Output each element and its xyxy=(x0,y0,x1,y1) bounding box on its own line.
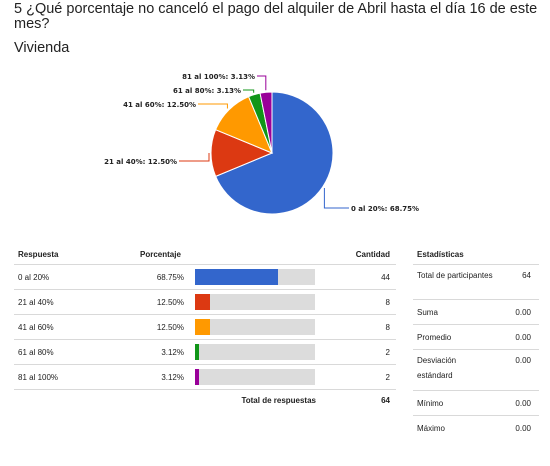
slice-leader-line xyxy=(198,103,228,109)
row-respuesta: 61 al 80% xyxy=(18,348,54,357)
stat-value: 0.00 xyxy=(515,333,531,342)
row-cantidad: 2 xyxy=(385,373,390,382)
stat-label: Total de participantes xyxy=(417,271,493,280)
table-row: 0 al 20% 68.75% 44 xyxy=(14,264,396,289)
row-porcentaje: 12.50% xyxy=(156,323,184,332)
pie-chart: 0 al 20%: 68.75% 21 al 40%: 12.50% 41 al 6… xyxy=(104,73,419,215)
row-porcentaje: 12.50% xyxy=(156,298,184,307)
stat-label: Suma xyxy=(417,308,438,317)
stat-row: Desviación estándard 0.00 xyxy=(413,349,539,390)
percentage-bar-track xyxy=(195,269,315,285)
row-porcentaje: 3.12% xyxy=(161,348,184,357)
stat-value: 0.00 xyxy=(515,308,531,317)
table-row: 61 al 80% 3.12% 2 xyxy=(14,339,396,364)
stat-row: Promedio 0.00 xyxy=(413,324,539,349)
pie-slice xyxy=(214,91,334,215)
slice-label: 81 al 100%: 3.13% xyxy=(182,73,255,81)
row-cantidad: 8 xyxy=(385,298,390,307)
slice-leader-line xyxy=(243,89,255,93)
row-porcentaje: 3.12% xyxy=(161,373,184,382)
total-label: Total de respuestas xyxy=(241,396,316,405)
response-table-header: Respuesta Porcentaje Cantidad xyxy=(14,246,396,264)
stat-value: 0.00 xyxy=(515,424,531,433)
percentage-bar-fill xyxy=(195,319,210,335)
stat-value: 64 xyxy=(522,271,531,280)
row-cantidad: 2 xyxy=(385,348,390,357)
percentage-bar-fill xyxy=(195,369,199,385)
table-row: 41 al 60% 12.50% 8 xyxy=(14,314,396,339)
slice-label: 41 al 60%: 12.50% xyxy=(123,101,196,109)
slice-leader-line xyxy=(323,187,349,209)
header-respuesta: Respuesta xyxy=(18,250,59,259)
stat-row: Suma 0.00 xyxy=(413,299,539,324)
row-respuesta: 41 al 60% xyxy=(18,323,54,332)
stat-row: Mínimo 0.00 xyxy=(413,390,539,415)
total-value: 64 xyxy=(381,396,390,405)
stat-label: Promedio xyxy=(417,333,452,342)
slice-leader-line xyxy=(257,75,267,91)
percentage-bar-fill xyxy=(195,344,199,360)
stat-value: 0.00 xyxy=(515,356,531,365)
row-porcentaje: 68.75% xyxy=(156,273,184,282)
percentage-bar-track xyxy=(195,319,315,335)
stat-row: Máximo 0.00 xyxy=(413,415,539,440)
slice-label: 61 al 80%: 3.13% xyxy=(173,87,241,95)
slice-leader-line xyxy=(179,153,210,162)
slice-label: 21 al 40%: 12.50% xyxy=(104,158,177,166)
percentage-bar-fill xyxy=(195,294,210,310)
table-row: 21 al 40% 12.50% 8 xyxy=(14,289,396,314)
stats-header-label: Estadísticas xyxy=(417,250,464,259)
header-porcentaje: Porcentaje xyxy=(140,250,181,259)
row-cantidad: 8 xyxy=(385,323,390,332)
row-cantidad: 44 xyxy=(381,273,390,282)
pie-slice xyxy=(259,91,273,154)
row-respuesta: 81 al 100% xyxy=(18,373,59,382)
percentage-bar-track xyxy=(195,369,315,385)
header-cantidad: Cantidad xyxy=(355,250,390,259)
percentage-bar-track xyxy=(195,294,315,310)
row-respuesta: 21 al 40% xyxy=(18,298,54,307)
section-subtitle: Vivienda xyxy=(14,40,70,56)
stat-value: 0.00 xyxy=(515,399,531,408)
stats-table: Estadísticas Total de participantes 64 Sum… xyxy=(413,246,539,440)
row-respuesta: 0 al 20% xyxy=(18,273,50,282)
percentage-bar-track xyxy=(195,344,315,360)
total-row: Total de respuestas 64 xyxy=(14,389,396,410)
response-table: Respuesta Porcentaje Cantidad 0 al 20% 68… xyxy=(14,246,396,410)
stat-row: Total de participantes 64 xyxy=(413,264,539,299)
percentage-bar-fill xyxy=(195,269,278,285)
table-row: 81 al 100% 3.12% 2 xyxy=(14,364,396,389)
stat-label: Mínimo xyxy=(417,399,444,408)
stat-label: Desviación estándard xyxy=(417,356,457,380)
slice-label: 0 al 20%: 68.75% xyxy=(351,205,419,213)
stats-header: Estadísticas xyxy=(413,246,539,264)
question-title: 5 ¿Qué porcentaje no canceló el pago del… xyxy=(14,1,538,32)
stat-label: Máximo xyxy=(417,424,446,433)
